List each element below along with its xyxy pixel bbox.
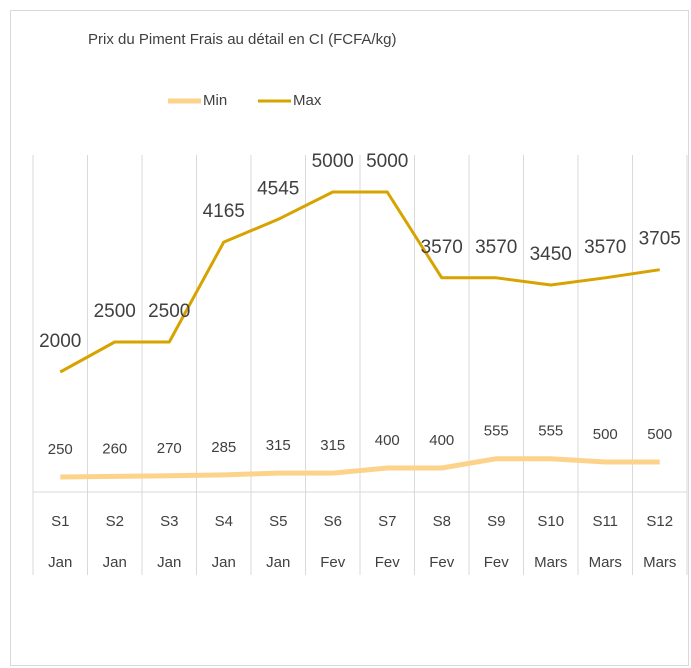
data-label: 3570 [421,237,463,258]
data-label: 500 [647,426,672,443]
x-tick-label: S3 [160,513,178,530]
data-label: 555 [484,423,509,440]
x-group-label: Jan [48,554,72,571]
x-group-label: Jan [157,554,181,571]
x-group-label: Mars [589,554,622,571]
data-label: 400 [429,432,454,449]
x-group-label: Jan [212,554,236,571]
data-label: 500 [593,426,618,443]
x-group-label: Mars [534,554,567,571]
data-label: 5000 [312,151,354,172]
data-label: 285 [211,439,236,456]
x-group-label: Mars [643,554,676,571]
x-tick-label: S12 [646,513,673,530]
x-tick-label: S9 [487,513,505,530]
x-group-label: Fev [320,554,346,571]
data-label: 400 [375,432,400,449]
x-group-label: Fev [429,554,455,571]
data-label: 270 [157,440,182,457]
data-label: 5000 [366,151,408,172]
data-label: 3450 [530,244,572,265]
x-group-label: Fev [484,554,510,571]
chart-title: Prix du Piment Frais au détail en CI (FC… [88,31,396,48]
data-label: 3570 [584,237,626,258]
data-label: 250 [48,441,73,458]
x-tick-label: S7 [378,513,396,530]
data-label: 260 [102,440,127,457]
x-group-label: Fev [375,554,401,571]
chart-border [10,10,689,666]
x-tick-label: S6 [324,513,342,530]
series-line [60,456,660,480]
data-label: 3705 [639,229,681,250]
x-tick-label: S2 [106,513,124,530]
data-label: 2500 [148,301,190,322]
x-group-label: Jan [103,554,127,571]
x-tick-label: S11 [592,513,618,530]
x-tick-label: S4 [215,513,233,530]
legend-label: Min [203,92,227,109]
x-group-label: Jan [266,554,290,571]
x-tick-label: S5 [269,513,287,530]
series-line [59,190,660,374]
data-label: 315 [320,437,345,454]
legend-label: Max [293,92,322,109]
x-tick-label: S1 [51,513,69,530]
data-label: 2000 [39,331,81,352]
data-label: 2500 [94,301,136,322]
data-label: 555 [538,423,563,440]
data-label: 4165 [203,201,245,222]
data-label: 4545 [257,178,299,199]
data-label: 3570 [475,237,517,258]
x-tick-label: S10 [537,513,564,530]
data-label: 315 [266,437,291,454]
x-tick-label: S8 [433,513,451,530]
